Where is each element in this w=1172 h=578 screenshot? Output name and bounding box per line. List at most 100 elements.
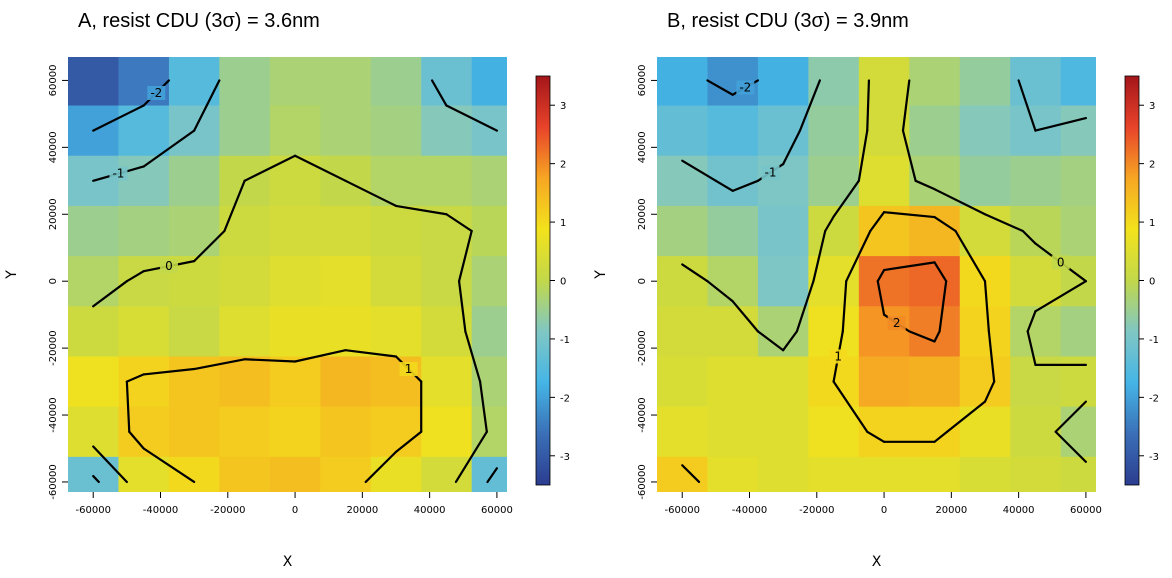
heat-cell: [1060, 456, 1096, 492]
colorbar-tick-label: 1: [560, 218, 566, 229]
contour-line: [866, 430, 886, 443]
contour-line: [756, 330, 785, 352]
heat-cell: [370, 306, 422, 357]
heat-cell: [1010, 155, 1062, 207]
heat-cell: [269, 105, 321, 157]
contour-line: [1026, 330, 1037, 366]
heat-cell: [1010, 205, 1062, 257]
contour-line: [714, 179, 734, 192]
contour-line: [812, 229, 827, 283]
contour-line: [344, 349, 398, 358]
heat-cell: [168, 205, 220, 257]
contour-line: [987, 330, 996, 383]
contour-line: [798, 79, 821, 132]
heat-cell: [269, 406, 321, 458]
contour-line: [869, 211, 886, 233]
x-tick-label: -40000: [143, 505, 178, 516]
heat-cell: [707, 256, 759, 307]
colorbar-tick-label: 3: [560, 101, 566, 112]
contour-line: [142, 447, 196, 484]
contour-line: [954, 229, 987, 283]
contour-line: [782, 129, 802, 166]
heat-cell: [657, 406, 708, 458]
heat-cell: [68, 205, 119, 257]
heat-cell: [370, 256, 422, 307]
contour-line: [394, 430, 423, 453]
colorbar-tick-label: 2: [1149, 160, 1155, 171]
heat-cell: [959, 155, 1011, 207]
heat-cell: [168, 306, 220, 357]
heat-cell: [471, 306, 507, 357]
heat-cell: [858, 456, 910, 492]
heat-cell: [269, 356, 321, 408]
heat-cell: [657, 356, 708, 408]
x-tick-label: 20000: [346, 505, 378, 516]
contour-line: [983, 380, 996, 403]
contour-line: [293, 349, 347, 363]
heat-cell: [219, 256, 271, 307]
colorbar: [535, 75, 551, 486]
heat-cell: [757, 105, 809, 157]
heat-cell: [168, 406, 220, 458]
heat-cell: [707, 105, 759, 157]
contour-line: [983, 280, 990, 333]
heat-cell: [757, 406, 809, 458]
contour-line: [914, 179, 936, 191]
heat-cell: [657, 57, 708, 107]
heat-cell: [808, 456, 860, 492]
contour-line: [901, 129, 917, 182]
heat-cell: [320, 306, 372, 357]
heat-cell: [219, 205, 271, 257]
contour-line: [464, 330, 482, 383]
heat-cell: [757, 256, 809, 307]
x-tick-label: -60000: [76, 505, 111, 516]
contour-line: [983, 213, 1024, 233]
x-tick-label: 20000: [935, 505, 967, 516]
contour-line: [142, 367, 196, 376]
y-tick-label: -20000: [637, 330, 648, 365]
y-axis-label: Y: [593, 270, 609, 280]
colorbar-tick-label: -2: [560, 393, 570, 404]
x-tick-label: 40000: [414, 505, 446, 516]
heat-cell: [421, 155, 473, 207]
heat-cell: [757, 57, 809, 107]
heat-cell: [219, 57, 271, 107]
contour-line: [901, 79, 911, 132]
contour-line: [344, 179, 398, 208]
contour-line: [876, 280, 886, 316]
contour-label-bg: [399, 362, 418, 377]
heat-cell: [757, 456, 809, 492]
heat-cell: [707, 205, 759, 257]
y-tick-label: -20000: [48, 330, 59, 365]
y-tick-label: 60000: [637, 65, 648, 97]
y-tick-label: -40000: [48, 397, 59, 432]
heat-cell: [707, 456, 759, 492]
contour-line: [128, 430, 145, 450]
heat-cell: [909, 105, 961, 157]
heat-cell: [68, 456, 119, 492]
contour-line: [193, 358, 246, 371]
heat-cell: [657, 306, 708, 357]
contour-line: [243, 154, 297, 182]
heat-cell: [421, 57, 473, 107]
heat-cell: [657, 456, 708, 492]
heat-cell: [219, 105, 271, 157]
heat-cell: [959, 456, 1011, 492]
heat-cell: [471, 256, 507, 307]
contour-line: [681, 159, 717, 182]
heat-cell: [118, 306, 170, 357]
x-tick-label: -40000: [732, 505, 767, 516]
colorbar-tick-label: -1: [1149, 335, 1159, 346]
contour-line: [486, 467, 499, 484]
y-tick-label: -60000: [637, 464, 648, 499]
contour-label-bg: [761, 165, 780, 180]
contour-line: [681, 263, 709, 283]
contour-line: [824, 215, 835, 233]
contour-label-bg: [829, 349, 848, 364]
contour-line: [142, 129, 196, 168]
heat-cell: [471, 456, 507, 492]
contour-label-bg: [159, 259, 178, 274]
colorbar-tick-label: 2: [560, 160, 566, 171]
contour-line: [92, 104, 145, 132]
